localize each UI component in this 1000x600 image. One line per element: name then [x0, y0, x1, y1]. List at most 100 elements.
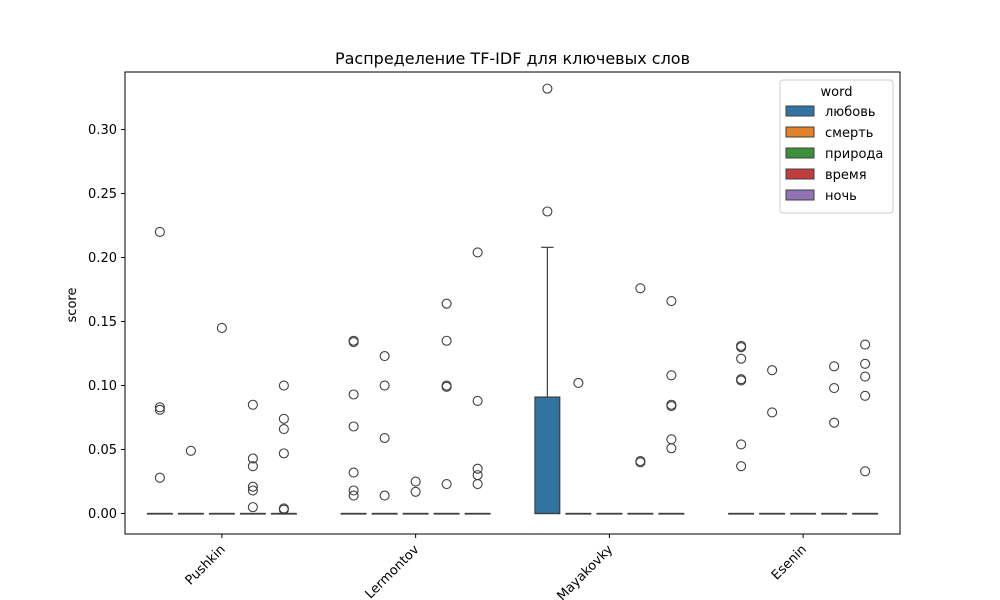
legend-entry: ночь: [825, 189, 857, 204]
outlier-point: [829, 383, 840, 394]
outlier-point: [829, 417, 840, 428]
legend-title: word: [821, 85, 853, 100]
plot-frame: [124, 71, 901, 535]
box-group: [759, 365, 786, 515]
outlier-point: [348, 490, 359, 501]
outlier-point: [278, 504, 289, 515]
outlier-point: [573, 377, 584, 389]
y-tick-label: 0.20: [88, 251, 117, 266]
box-group: [402, 476, 429, 515]
box-group: [208, 322, 235, 515]
y-axis-label: score: [65, 288, 80, 323]
outlier-point: [666, 400, 677, 412]
outlier-point: [410, 486, 421, 497]
outlier-point: [154, 402, 165, 413]
y-tick-label: 0.10: [88, 379, 117, 394]
outlier-point: [348, 336, 359, 348]
outlier-point: [278, 413, 289, 424]
legend-entry: смерть: [825, 126, 873, 141]
outlier-point: [736, 439, 747, 450]
outlier-point: [247, 485, 258, 496]
outlier-point: [379, 490, 390, 501]
outlier-point: [767, 365, 778, 376]
outlier-point: [860, 339, 871, 350]
outlier-point: [278, 380, 289, 391]
box-group: [534, 83, 561, 515]
outlier-point: [829, 361, 840, 372]
box-group: [464, 247, 491, 515]
box-body: [534, 396, 561, 515]
y-tick-label: 0.15: [88, 315, 117, 330]
outlier-point: [278, 448, 289, 459]
legend-entry: любовь: [825, 105, 876, 120]
outlier-point: [860, 371, 871, 382]
outlier-point: [736, 353, 747, 364]
box-group: [821, 361, 848, 515]
box-group: [371, 351, 398, 515]
outlier-point: [278, 424, 289, 435]
legend-swatch: [785, 126, 815, 138]
y-tick-label: 0.25: [88, 187, 117, 202]
y-tick-label: 0.00: [88, 507, 117, 522]
outlier-point: [216, 322, 227, 334]
outlier-point: [154, 226, 165, 238]
box-group: [565, 377, 592, 515]
box-group: [177, 445, 204, 515]
outlier-point: [247, 502, 258, 513]
box-group: [658, 296, 685, 515]
y-axis: 0.00 0.05 0.10 0.15 0.20 0.25 0.30: [88, 123, 125, 522]
outlier-point: [635, 457, 646, 468]
outlier-point: [736, 461, 747, 472]
outlier-point: [860, 390, 871, 401]
outlier-point: [767, 407, 778, 418]
plot-marks: [146, 83, 879, 515]
chart-title: Распределение TF-IDF для ключевых слов: [335, 49, 690, 68]
legend-entry: время: [825, 168, 867, 183]
outlier-point: [635, 283, 646, 294]
outlier-point: [185, 445, 196, 456]
box-group: [239, 399, 266, 515]
outlier-point: [860, 466, 871, 477]
outlier-point: [441, 335, 452, 346]
outlier-point: [247, 481, 258, 492]
outlier-point: [736, 375, 747, 386]
box-group: [596, 512, 623, 515]
outlier-point: [247, 399, 258, 410]
outlier-point: [542, 206, 553, 217]
outlier-point: [348, 467, 359, 478]
box-group: [433, 298, 460, 515]
legend-swatch: [785, 168, 815, 180]
outlier-point: [860, 358, 871, 369]
box-group: [627, 283, 654, 515]
outlier-point: [379, 351, 390, 362]
outlier-point: [348, 421, 359, 432]
y-tick-label: 0.05: [88, 443, 117, 458]
y-tick-label: 0.30: [88, 123, 117, 138]
outlier-point: [472, 395, 483, 406]
box-group: [270, 380, 297, 515]
outlier-point: [441, 298, 452, 309]
box-group: [728, 340, 755, 515]
box-group: [790, 512, 817, 515]
outlier-point: [379, 380, 390, 391]
legend: word любовь смерть природа время ночь: [779, 79, 894, 214]
box-group: [852, 339, 879, 515]
outlier-point: [666, 370, 677, 381]
outlier-point: [736, 342, 747, 353]
legend-swatch: [785, 189, 815, 201]
legend-entry: природа: [825, 147, 883, 162]
outlier-point: [247, 453, 258, 464]
box-group: [146, 226, 173, 515]
outlier-point: [410, 476, 421, 487]
legend-swatch: [785, 147, 815, 159]
box-group: [340, 335, 367, 515]
outlier-point: [666, 443, 677, 454]
outlier-point: [472, 479, 483, 490]
outlier-point: [472, 463, 483, 474]
legend-swatch: [785, 105, 815, 117]
outlier-point: [379, 432, 390, 444]
outlier-point: [441, 381, 452, 392]
outlier-point: [348, 389, 359, 400]
outlier-point: [247, 461, 258, 472]
